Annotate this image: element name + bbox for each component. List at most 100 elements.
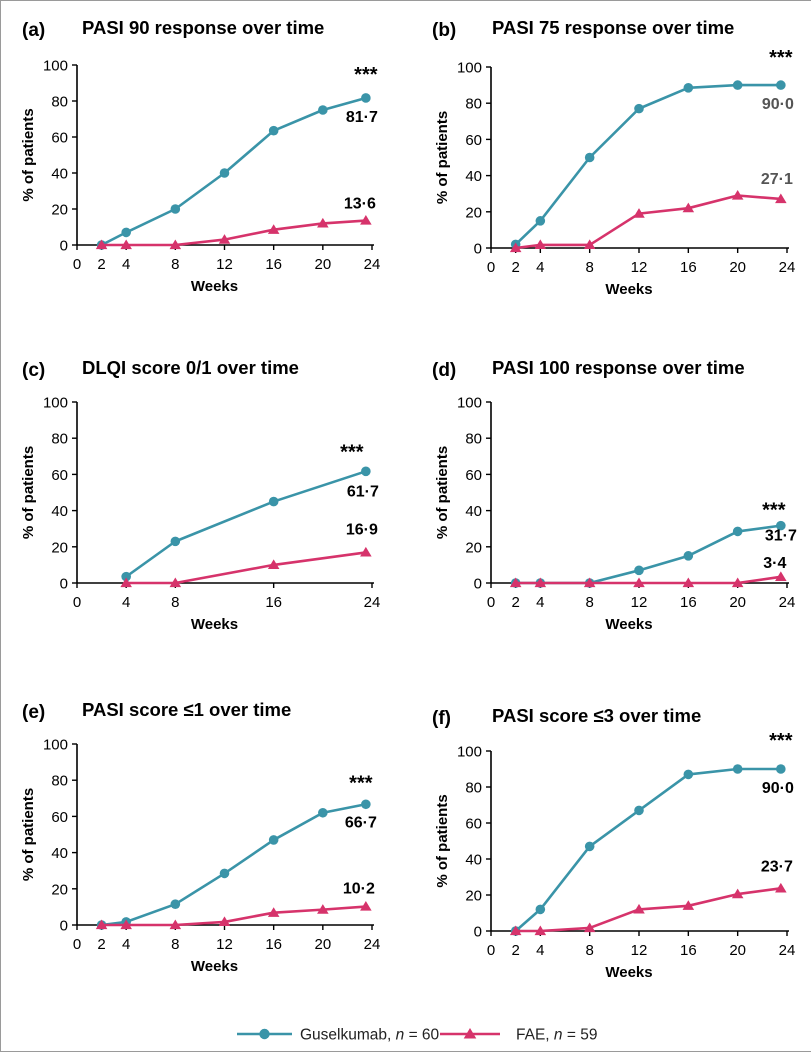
x-tick-label: 2 <box>511 259 519 276</box>
y-tick-label: 60 <box>51 130 68 147</box>
y-axis-label: % of patients <box>20 108 37 201</box>
fae-point <box>682 202 695 213</box>
chart-title: DLQI score 0/1 over time <box>82 357 299 378</box>
x-tick-label: 4 <box>536 594 544 611</box>
legend-label: FAE, n = 59 <box>516 1027 597 1044</box>
guselkumab-line <box>514 767 781 932</box>
fae-point <box>682 900 695 910</box>
end-value-label: 66·7 <box>345 814 377 831</box>
x-tick-label: 0 <box>73 256 81 273</box>
guselkumab-point <box>584 841 595 852</box>
fae-point <box>633 208 645 218</box>
y-tick-label: 0 <box>474 924 482 941</box>
legend-marker-triangle <box>463 1028 477 1039</box>
significance-stars: *** <box>769 47 793 69</box>
guselkumab-point <box>634 103 644 114</box>
y-tick-label: 80 <box>465 431 482 448</box>
chart-title: PASI 100 response over time <box>492 357 745 378</box>
y-axis-label: % of patients <box>434 446 451 539</box>
fae-point <box>731 577 744 588</box>
y-tick-label: 0 <box>60 238 68 255</box>
x-tick-label: 24 <box>364 594 381 611</box>
end-value-label: 31·7 <box>765 528 797 545</box>
x-axis-label: Weeks <box>191 278 238 295</box>
x-tick-label: 2 <box>511 942 519 959</box>
panel-label: (f) <box>432 708 451 729</box>
y-tick-label: 40 <box>465 168 482 185</box>
y-axis-label: % of patients <box>434 794 451 887</box>
fae-point <box>509 242 522 253</box>
legend-marker-circle <box>259 1028 270 1040</box>
fae-point <box>775 882 787 893</box>
end-value-label: 27·1 <box>761 171 793 188</box>
fae-point <box>120 577 132 588</box>
legend-label: Guselkumab, n = 60 <box>300 1027 440 1044</box>
fae-point <box>731 888 744 899</box>
y-tick-label: 60 <box>465 816 482 833</box>
x-tick-label: 12 <box>631 942 648 959</box>
y-tick-label: 40 <box>51 166 68 183</box>
y-tick-label: 40 <box>465 503 482 520</box>
y-tick-label: 60 <box>465 132 482 149</box>
x-tick-label: 0 <box>73 594 81 611</box>
x-axis-label: Weeks <box>605 616 652 633</box>
guselkumab-point <box>584 152 595 163</box>
fae-point <box>775 571 787 581</box>
y-tick-label: 100 <box>457 395 482 412</box>
y-tick-label: 20 <box>465 539 482 556</box>
end-value-label: 90·0 <box>762 96 794 113</box>
x-tick-label: 4 <box>536 259 544 276</box>
panel-label: (d) <box>432 360 456 381</box>
end-value-label: 23·7 <box>761 858 793 875</box>
fae-point <box>682 577 695 588</box>
y-tick-label: 100 <box>457 60 482 77</box>
fae-line <box>515 575 782 585</box>
x-tick-label: 16 <box>265 936 282 953</box>
x-tick-label: 8 <box>585 594 593 611</box>
y-tick-label: 80 <box>51 94 68 111</box>
guselkumab-point <box>121 227 131 238</box>
panel-label: (c) <box>22 360 45 381</box>
x-tick-label: 4 <box>122 594 130 611</box>
x-tick-label: 12 <box>216 936 233 953</box>
fae-point <box>534 239 547 250</box>
guselkumab-point <box>683 551 694 561</box>
x-tick-label: 20 <box>314 256 331 273</box>
chart-title: PASI score ≤1 over time <box>82 699 291 720</box>
y-tick-label: 20 <box>465 888 482 905</box>
y-tick-label: 40 <box>465 852 482 869</box>
guselkumab-point <box>683 769 694 780</box>
y-tick-label: 0 <box>60 576 68 593</box>
chart-title: PASI score ≤3 over time <box>492 705 701 726</box>
fae-point <box>267 224 280 234</box>
fae-point <box>509 577 522 588</box>
y-tick-label: 80 <box>51 773 68 790</box>
x-axis-label: Weeks <box>191 958 238 975</box>
guselkumab-point <box>361 799 371 810</box>
x-tick-label: 8 <box>171 936 179 953</box>
significance-stars: *** <box>349 772 373 794</box>
y-tick-label: 100 <box>43 395 68 412</box>
end-value-label: 13·6 <box>344 196 376 213</box>
guselkumab-point <box>268 835 279 845</box>
guselkumab-point <box>318 105 328 115</box>
chart-panel-c: (c) DLQI score 0/1 over time 0 20 40 60 80 100 0… <box>20 357 380 633</box>
fae-point <box>633 577 645 588</box>
x-tick-label: 20 <box>729 594 746 611</box>
legend: Guselkumab, n = 60 FAE, n = 59 <box>237 1027 597 1044</box>
y-tick-label: 20 <box>51 202 68 219</box>
y-tick-label: 60 <box>465 467 482 484</box>
chart-title: PASI 75 response over time <box>492 17 734 38</box>
x-tick-label: 24 <box>364 256 381 273</box>
fae-point <box>360 901 372 911</box>
y-tick-label: 0 <box>474 576 482 593</box>
x-tick-label: 2 <box>511 594 519 611</box>
fae-point <box>95 919 108 930</box>
x-tick-label: 8 <box>585 942 593 959</box>
end-value-label: 16·9 <box>346 521 378 538</box>
y-tick-label: 100 <box>457 744 482 761</box>
y-tick-label: 60 <box>51 809 68 826</box>
guselkumab-point <box>683 83 694 93</box>
